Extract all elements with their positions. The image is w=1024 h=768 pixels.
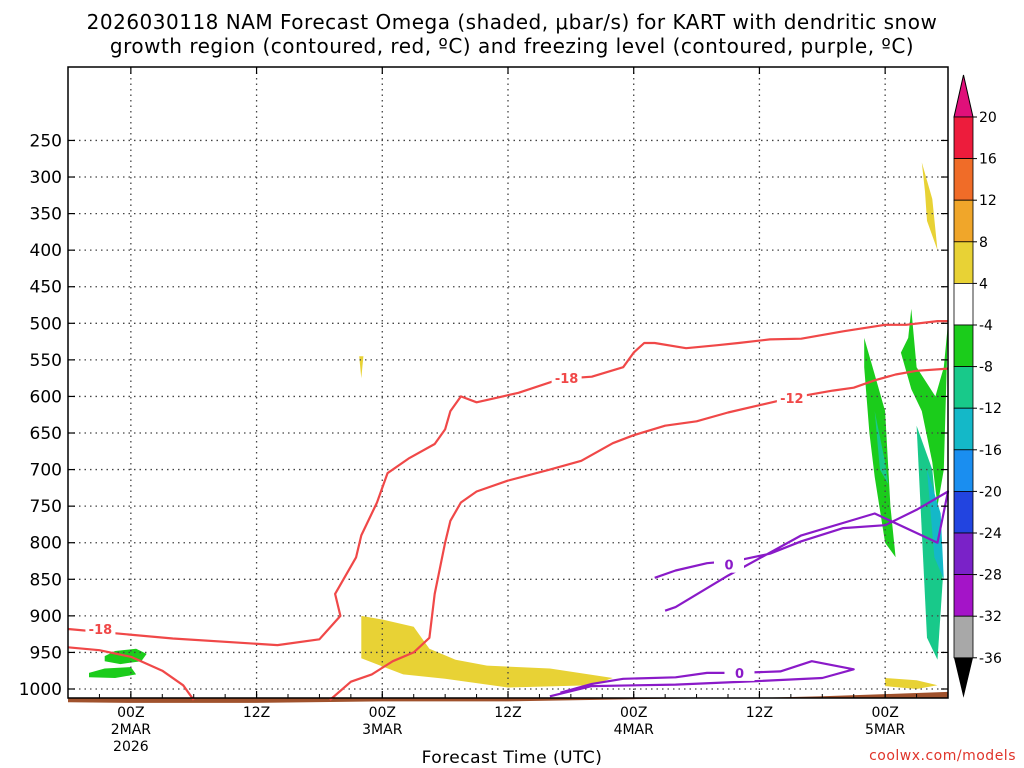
colorbar-bottom-arrow — [954, 657, 973, 698]
contour-freezing-level-upper — [654, 490, 950, 612]
x-tick-time-36: 12Z — [494, 705, 521, 721]
y-tick-label-950: 950 — [30, 643, 62, 663]
contour-label-dgz-minus12: -12 — [780, 392, 804, 407]
colorbar-swatch-1 — [953, 158, 974, 201]
colorbar-label-9: -20 — [979, 484, 1002, 500]
omega-rising-teal — [874, 411, 889, 485]
contour-label-bg — [776, 388, 807, 406]
colorbar-label-2: 12 — [979, 193, 997, 209]
y-tick-label-1000: 1000 — [19, 680, 62, 700]
colorbar-label-0: 20 — [979, 110, 997, 126]
colorbar-label-10: -24 — [979, 526, 1002, 542]
x-tick-time-72: 00Z — [871, 705, 898, 721]
x-tick-date-72: 5MAR — [865, 722, 906, 738]
omega-sinking-yellow-low — [361, 615, 613, 688]
colorbar-swatch-10 — [953, 532, 974, 575]
contour-label-bg — [551, 369, 582, 387]
y-tick-label-750: 750 — [30, 497, 62, 517]
colorbar-label-11: -28 — [979, 568, 1002, 584]
contour-label-freezing-level-upper: 0 — [724, 559, 733, 574]
contour-label-dgz-minus18-upper: -18 — [555, 372, 579, 387]
colorbar-label-12: -32 — [979, 609, 1002, 625]
y-tick-label-450: 450 — [30, 278, 62, 298]
y-tick-label-700: 700 — [30, 461, 62, 481]
colorbar-label-3: 8 — [979, 235, 988, 251]
colorbar-swatch-6 — [953, 366, 974, 409]
x-tick-time-48: 00Z — [620, 705, 647, 721]
omega-sinking-yellow-high — [921, 162, 938, 251]
omega-rising-green-column2 — [900, 308, 948, 507]
chart-title-line-2: growth region (contoured, red, ºC) and f… — [109, 34, 915, 58]
credit-link[interactable]: coolwx.com/models — [869, 748, 1016, 764]
colorbar-top-arrow — [953, 74, 974, 118]
colorbar-label-13: -36 — [979, 651, 1002, 667]
contour-dgz-minus18-upper — [67, 320, 948, 647]
y-tick-label-300: 300 — [30, 168, 62, 188]
y-tick-label-800: 800 — [30, 534, 62, 554]
y-tick-label-550: 550 — [30, 351, 62, 371]
y-tick-label-850: 850 — [30, 570, 62, 590]
x-tick-time-0: 00Z — [117, 705, 144, 721]
y-tick-label-600: 600 — [30, 387, 62, 407]
omega-rising-teal-right — [916, 425, 943, 660]
colorbar-label-8: -16 — [979, 443, 1002, 459]
x-tick-time-12: 12Z — [243, 705, 270, 721]
contour-freezing-level-lower — [549, 660, 855, 698]
y-tick-label-350: 350 — [30, 205, 62, 225]
x-tick-time-60: 12Z — [746, 705, 773, 721]
colorbar-swatch-4 — [953, 282, 974, 326]
x-tick-date-48: 4MAR — [614, 722, 655, 738]
contour-label-bg — [724, 663, 755, 681]
colorbar-label-5: -4 — [979, 318, 993, 334]
y-tick-label-650: 650 — [30, 424, 62, 444]
colorbar-swatch-11 — [953, 574, 974, 617]
y-tick-label-250: 250 — [30, 131, 62, 151]
y-tick-label-400: 400 — [30, 241, 62, 261]
colorbar-swatch-8 — [953, 449, 974, 492]
ground-terrain — [68, 691, 948, 703]
x-tick-year-0: 2026 — [113, 739, 149, 755]
colorbar-swatch-0 — [953, 116, 974, 159]
y-tick-label-900: 900 — [30, 607, 62, 627]
colorbar-label-7: -12 — [979, 401, 1002, 417]
contour-label-bg — [714, 555, 744, 573]
x-tick-date-24: 3MAR — [362, 722, 403, 738]
contour-dgz-minus12 — [329, 367, 949, 701]
colorbar-label-6: -8 — [979, 360, 993, 376]
omega-sinking-yellow-mid — [359, 356, 364, 379]
colorbar-label-1: 16 — [979, 152, 997, 168]
contour-label-freezing-level-lower: 0 — [735, 667, 744, 682]
omega-sinking-yellow-sfc — [885, 678, 938, 689]
colorbar-label-4: 4 — [979, 276, 988, 292]
omega-rising-cyan — [927, 469, 944, 580]
omega-rising-green-940 — [89, 667, 137, 678]
colorbar-swatch-3 — [953, 241, 974, 284]
x-tick-time-24: 00Z — [369, 705, 396, 721]
colorbar-swatch-2 — [953, 199, 974, 243]
x-tick-date-0: 2MAR — [111, 722, 152, 738]
contour-label-dgz-minus18-lower: -18 — [89, 623, 113, 638]
colorbar-swatch-7 — [953, 407, 974, 451]
chart-title-line-1: 2026030118 NAM Forecast Omega (shaded, μ… — [86, 10, 938, 34]
y-tick-label-500: 500 — [30, 314, 62, 334]
contour-dgz-minus18-lower — [67, 646, 195, 701]
contour-label-bg — [85, 620, 116, 638]
colorbar-swatch-9 — [953, 490, 974, 534]
x-axis-title: Forecast Time (UTC) — [421, 748, 603, 768]
colorbar-swatch-5 — [953, 324, 974, 367]
colorbar-swatch-12 — [953, 615, 974, 659]
